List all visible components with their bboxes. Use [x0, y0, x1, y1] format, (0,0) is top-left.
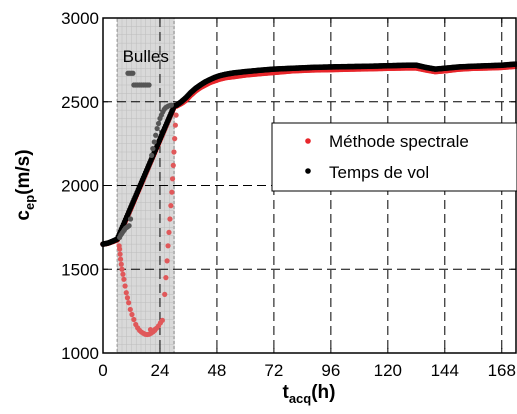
bubble-data-point — [159, 317, 165, 323]
bubble-data-point — [152, 326, 158, 332]
bubble-data-point — [127, 306, 133, 313]
bubble-data-point — [151, 139, 157, 145]
y-tick-label: 2000 — [61, 177, 99, 196]
bubbles-annotation: Bulles — [123, 47, 169, 66]
y-axis-title: cep(m/s) — [13, 149, 37, 220]
x-tick-label: 168 — [488, 361, 516, 380]
bubble-data-point — [165, 243, 171, 249]
legend-label-time-of-flight: Temps de vol — [329, 163, 429, 182]
bubble-data-point — [127, 216, 134, 222]
bubble-data-point — [167, 216, 173, 222]
x-tick-label: 24 — [151, 361, 170, 380]
bubble-data-point — [129, 311, 135, 318]
y-axis-title-sub: ep — [22, 195, 37, 210]
bubble-data-point — [169, 189, 175, 195]
bubble-data-point — [172, 136, 178, 142]
x-tick-label: 48 — [207, 361, 226, 380]
bubble-data-point — [119, 266, 125, 272]
bubble-data-point — [173, 112, 179, 118]
y-tick-label: 3000 — [61, 9, 99, 28]
bubble-data-point — [153, 132, 159, 138]
y-tick-label: 1500 — [61, 260, 99, 279]
bubble-data-point — [126, 300, 132, 306]
axis-ticks — [102, 17, 516, 354]
bubble-data-point — [117, 256, 124, 262]
bubble-data-point — [154, 125, 160, 132]
x-tick-label: 144 — [431, 361, 459, 380]
y-tick-label: 1000 — [61, 344, 99, 363]
x-axis-title-main: t — [283, 382, 290, 403]
bubble-data-point — [155, 120, 162, 127]
bubble-data-point — [123, 290, 129, 296]
legend-marker-time-of-flight — [305, 168, 311, 174]
bubble-data-point — [149, 152, 155, 158]
bubble-data-point — [170, 162, 176, 168]
bubble-data-point — [131, 316, 137, 323]
legend-box — [271, 122, 517, 192]
x-tick-label: 72 — [264, 361, 283, 380]
x-tick-label: 96 — [321, 361, 340, 380]
bubble-data-point — [171, 149, 177, 155]
bubble-data-point — [117, 251, 123, 257]
bubble-data-point — [130, 70, 136, 76]
bubble-data-point — [122, 283, 128, 289]
bubble-data-point — [147, 326, 154, 333]
legend-marker-spectral — [305, 138, 311, 144]
bubble-data-point — [117, 246, 123, 252]
bubble-data-point — [146, 82, 152, 88]
bubble-data-point — [168, 203, 174, 209]
y-axis-title-suffix: (m/s) — [13, 149, 34, 194]
bubble-data-point — [163, 275, 169, 281]
bubble-data-point — [164, 258, 170, 264]
x-axis-title: tacq(h) — [283, 382, 336, 406]
y-tick-label: 2500 — [61, 93, 99, 112]
x-axis-title-suffix: (h) — [311, 382, 335, 403]
bubble-data-point — [120, 271, 126, 277]
bubble-data-point — [118, 261, 124, 267]
legend: Méthode spectrale Temps de vol — [271, 122, 517, 192]
bubble-data-point — [172, 122, 178, 128]
data-series — [100, 61, 517, 338]
bubble-data-point — [169, 176, 176, 182]
bubble-data-point — [124, 295, 131, 301]
bubble-data-point — [150, 146, 156, 152]
bubble-data-point — [126, 223, 132, 229]
tick-labels: 0 24 48 72 96 120 144 168 1000 1500 2000 2500 3000 — [61, 9, 516, 380]
bubble-data-point — [166, 229, 172, 235]
y-axis-title-main: c — [13, 210, 34, 221]
x-axis-title-sub: acq — [289, 391, 311, 406]
series-1 — [100, 61, 517, 247]
bubble-data-point — [168, 102, 174, 108]
bubble-data-point — [121, 276, 127, 282]
bubble-data-point — [162, 291, 168, 297]
x-tick-label: 0 — [98, 361, 107, 380]
legend-label-spectral: Méthode spectrale — [329, 132, 469, 151]
x-tick-label: 120 — [374, 361, 402, 380]
